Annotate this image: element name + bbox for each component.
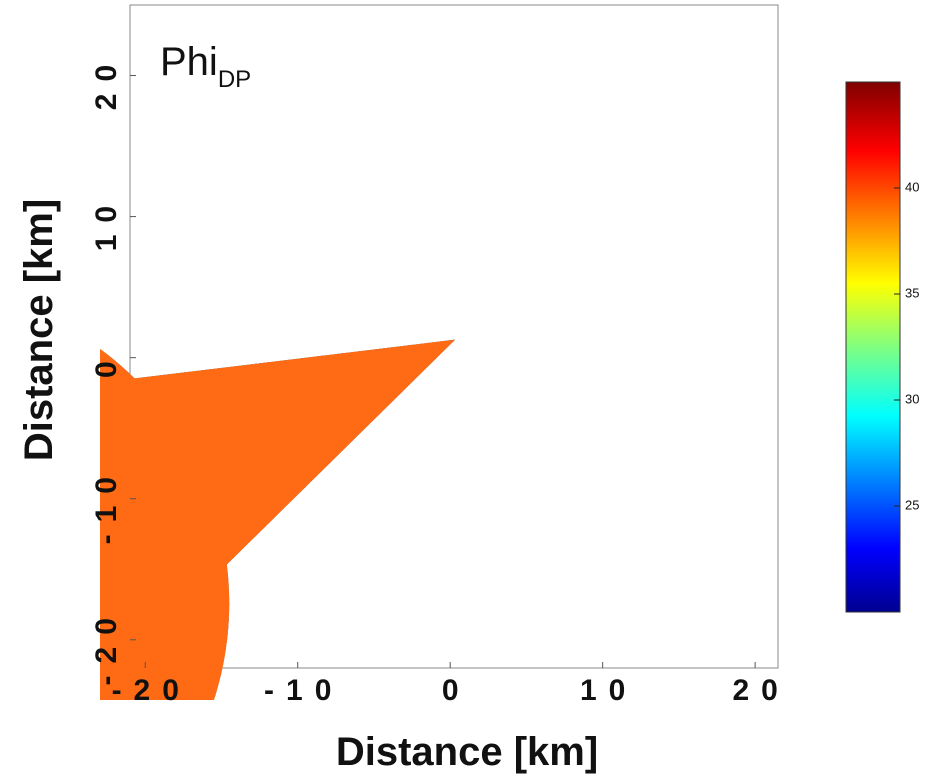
- colorbar-tick-label: 40: [905, 179, 919, 194]
- colorbar-tick-label: 35: [905, 285, 919, 300]
- x-tick-label: 10: [580, 674, 637, 707]
- plot-frame: [129, 4, 779, 669]
- y-tick-label: 20: [90, 53, 123, 110]
- y-tick-label: -10: [90, 465, 123, 544]
- x-axis-label: Distance [km]: [336, 730, 598, 774]
- y-axis-label: Distance [km]: [17, 199, 61, 461]
- x-tick-label: 20: [732, 674, 789, 707]
- x-tick-label: -20: [112, 674, 191, 707]
- y-tick-label: -20: [90, 606, 123, 685]
- y-tick-label: 10: [90, 194, 123, 251]
- x-tick-label: 0: [442, 674, 471, 707]
- title-main: Phi: [160, 40, 218, 84]
- colorbar-tick-label: 25: [905, 497, 919, 512]
- x-tick-label: -10: [264, 674, 343, 707]
- y-tick-label: 0: [90, 349, 123, 378]
- chart-title: PhiDP: [160, 40, 251, 93]
- title-sub: DP: [218, 66, 251, 93]
- colorbar-tick-label: 30: [905, 391, 919, 406]
- colorbar: [845, 81, 901, 613]
